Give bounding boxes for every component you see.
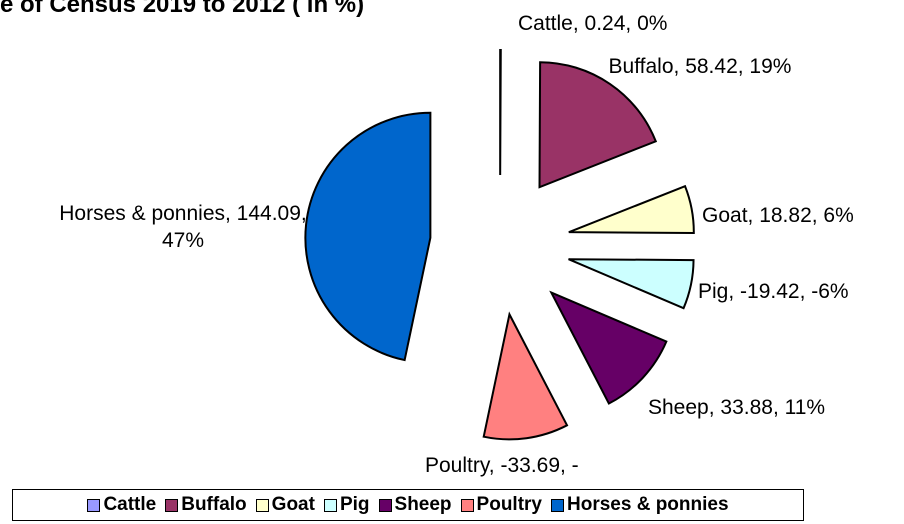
- pie-area: [304, 49, 695, 441]
- legend-swatch: [87, 498, 101, 512]
- legend-item: Cattle: [87, 494, 156, 516]
- legend-item: Horses & ponnies: [551, 494, 729, 516]
- legend-swatch: [460, 498, 474, 512]
- legend: Cattle Buffalo Goat Pig Sheep Poultry Horses &…: [12, 489, 804, 521]
- data-label: Cattle, 0.24, 0%: [518, 12, 668, 35]
- legend-item: Goat: [255, 494, 315, 516]
- pie-slice: [499, 49, 502, 176]
- legend-label: Sheep: [394, 494, 452, 515]
- legend-label: Pig: [339, 494, 370, 515]
- data-label: Sheep, 33.88, 11%: [648, 396, 826, 419]
- legend-swatch: [323, 498, 337, 512]
- data-label: Pig, -19.42, -6%: [698, 280, 849, 303]
- legend-swatch: [378, 498, 392, 512]
- pie-slice: [304, 111, 432, 362]
- legend-label: Poultry: [476, 494, 542, 515]
- data-label: Goat, 18.82, 6%: [702, 204, 854, 227]
- legend-label: Horses & ponnies: [567, 494, 729, 515]
- legend-item: Pig: [323, 494, 370, 516]
- data-label: Horses & ponnies, 144.09, 47%: [59, 202, 307, 252]
- legend-label: Goat: [271, 494, 315, 515]
- pie-slice: [538, 61, 658, 189]
- pie-slice: [568, 184, 695, 235]
- legend-swatch: [551, 498, 564, 512]
- data-label: Buffalo, 58.42, 19%: [608, 55, 792, 78]
- legend-item: Buffalo: [165, 494, 247, 516]
- data-label: Poultry, -33.69, -: [425, 454, 579, 477]
- pie-slice: [482, 311, 569, 441]
- legend-item: Sheep: [378, 494, 452, 516]
- legend-swatch: [165, 498, 179, 512]
- legend-label: Buffalo: [181, 494, 247, 515]
- legend-label: Cattle: [103, 494, 157, 515]
- pie-slice: [549, 290, 668, 405]
- chart-title: e of Census 2019 to 2012 ( in %): [0, 0, 365, 18]
- pie-slice: [568, 258, 695, 310]
- legend-swatch: [255, 498, 269, 512]
- legend-item: Poultry: [460, 494, 542, 516]
